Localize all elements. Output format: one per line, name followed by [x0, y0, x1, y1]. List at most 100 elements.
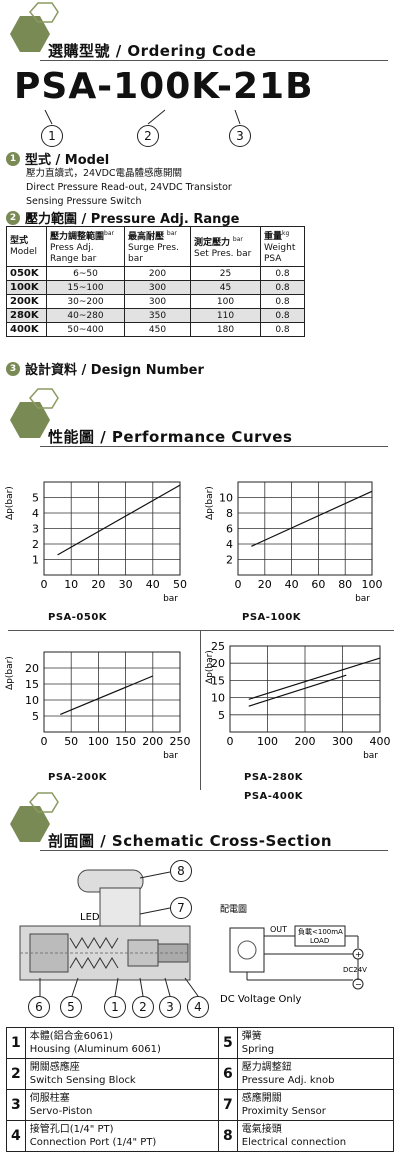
plot-frame [43, 651, 181, 733]
y-axis-label: Δp(bar) [205, 650, 215, 684]
minus-label: − [355, 980, 362, 989]
col-surge: 最高耐壓 bar Surge Pres. bar [124, 226, 191, 267]
model-heading: 1 型式 / Model [6, 149, 109, 168]
table-row: 1 本體(鋁合金6061) Housing (Aluminum 6061) 5 彈簧 S… [6, 1027, 395, 1059]
x-axis-label: bar [163, 751, 178, 761]
y-axis-label: Δp(bar) [5, 486, 15, 520]
load-label-en: LOAD [310, 937, 329, 945]
plot-frame [237, 481, 373, 576]
chart-svg: 0 10 20 30 40 50 1 2 3 4 5 bar Δp(bar) [5, 481, 187, 604]
y-tick-label: 2 [32, 538, 39, 551]
x-tick-label: 10 [64, 578, 78, 591]
performance-header: 性能圖 / Performance Curves [0, 386, 400, 450]
panel-divider [8, 630, 394, 631]
x-tick-label: 50 [173, 578, 187, 591]
panel-divider [200, 630, 201, 790]
plot-frame [43, 481, 181, 576]
ordering-header: 選購型號 / Ordering Code [0, 0, 400, 64]
table-row: 050K 6~50 200 25 0.8 [6, 266, 305, 281]
parts-table: 1 本體(鋁合金6061) Housing (Aluminum 6061) 5 彈簧 S… [6, 1027, 395, 1152]
hexagon-icon [10, 2, 59, 52]
series-line [248, 657, 381, 700]
x-tick-label: 150 [115, 735, 136, 748]
x-tick-label: 20 [91, 578, 105, 591]
wiring-title: 配電圖 [220, 904, 247, 915]
y-tick-label: 1 [32, 554, 39, 567]
y-tick-label: 4 [32, 507, 39, 520]
table-row: 400K 50~400 450 180 0.8 [6, 322, 305, 337]
table-row: 200K 30~200 300 100 0.8 [6, 294, 305, 309]
sensor-box [229, 927, 265, 973]
table-row: 3 伺服柱塞 Servo-Piston 7 感應開關 Proximity Sensor [6, 1089, 395, 1121]
col-range: 壓力調整範圍bar Press Adj. Range bar [46, 226, 125, 267]
series-line [251, 490, 373, 547]
y-tick-label: 5 [32, 492, 39, 505]
y-axis-label: Δp(bar) [205, 486, 215, 520]
chart-psa-050k: 0 10 20 30 40 50 1 2 3 4 5 bar Δp(bar) [0, 460, 200, 624]
callout-8: 8 [170, 860, 192, 882]
y-tick-label: 4 [226, 538, 233, 551]
x-tick-label: 50 [64, 735, 78, 748]
marker-3: 3 [229, 125, 251, 147]
table-row: 100K 15~100 300 45 0.8 [6, 280, 305, 295]
chart-svg: 0 50 100 150 200 250 5 10 15 20 bar Δp(bar) [5, 651, 191, 761]
dc-label: DC24V [343, 966, 367, 974]
y-tick-label: 5 [32, 710, 39, 723]
load-label-zh: 負載<100mA [298, 927, 343, 936]
y-tick-label: 15 [211, 674, 225, 687]
number-badge: 1 [6, 151, 20, 166]
chart-psa-280k-400k: 0 100 200 300 400 5 10 15 20 25 bar Δp(bar) [200, 632, 400, 781]
chart-label: PSA-100K [242, 612, 302, 623]
callout-5: 5 [60, 996, 82, 1018]
x-tick-label: 0 [235, 578, 242, 591]
x-tick-label: 80 [338, 578, 352, 591]
y-tick-label: 10 [25, 694, 39, 707]
col-model: 型式 Model [6, 226, 47, 267]
number-badge: 3 [6, 361, 20, 376]
cross-section-drawing: LED [19, 869, 199, 997]
chart-svg: 0 100 200 300 400 5 10 15 20 25 bar Δp(bar) [205, 640, 391, 761]
col-weight: 重量kg Weight PSA [260, 226, 305, 267]
table-header-row: 型式 Model 壓力調整範圍bar Press Adj. Range bar 最高… [6, 226, 305, 267]
hexagon-icon [10, 388, 59, 438]
model-desc-1: 壓力直讀式，24VDC電晶體感應開關 [26, 168, 183, 179]
y-tick-label: 5 [218, 709, 225, 722]
callout-pointers [39, 871, 199, 997]
x-tick-label: 20 [258, 578, 272, 591]
y-tick-label: 3 [32, 523, 39, 536]
x-tick-label: 0 [41, 735, 48, 748]
x-axis-label: bar [163, 594, 178, 604]
range-heading: 2 壓力範圍 / Pressure Adj. Range [6, 208, 240, 227]
chart-psa-200k: 0 50 100 150 200 250 5 10 15 20 bar Δp(bar) [0, 632, 200, 781]
y-tick-label: 8 [226, 507, 233, 520]
section-divider [40, 60, 388, 61]
model-desc-2: Direct Pressure Read-out, 24VDC Transist… [26, 182, 232, 193]
model-desc-3: Sensing Pressure Switch [26, 196, 142, 207]
chart-svg: 0 20 40 60 80 100 2 4 6 8 10 bar Δp(bar) [205, 481, 383, 604]
table-row: 280K 40~280 350 110 0.8 [6, 308, 305, 323]
callout-2: 2 [132, 996, 154, 1018]
table-row: 2 開關感應座 Switch Sensing Block 6 壓力調整鈕 Pressur… [6, 1058, 395, 1090]
y-tick-label: 10 [211, 692, 225, 705]
x-tick-label: 100 [257, 735, 278, 748]
callout-7: 7 [170, 897, 192, 919]
y-tick-label: 2 [226, 554, 233, 567]
pressure-range-table: 型式 Model 壓力調整範圍bar Press Adj. Range bar 最高… [6, 226, 305, 337]
x-tick-label: 100 [362, 578, 383, 591]
schematic-header: 剖面圖 / Schematic Cross-Section [0, 790, 400, 854]
out-label: OUT [270, 925, 287, 934]
wiring-diagram: 配電圖 OUT 負載<100mA LOAD + DC24V − DC Volta… [220, 904, 367, 1005]
chart-psa-100k: 0 20 40 60 80 100 2 4 6 8 10 bar Δp(bar) [200, 460, 400, 624]
chart-label: PSA-200K [48, 772, 108, 783]
range-heading-text: 壓力範圍 / Pressure Adj. Range [25, 212, 240, 227]
y-tick-label: 20 [211, 657, 225, 670]
marker-2: 2 [137, 125, 159, 147]
hexagon-icon [10, 792, 59, 842]
x-axis-label: bar [355, 594, 370, 604]
x-axis-label: bar [363, 751, 378, 761]
model-heading-text: 型式 / Model [25, 153, 110, 168]
minus-terminal-icon [352, 978, 364, 990]
y-tick-label: 10 [219, 492, 233, 505]
led-label: LED [80, 912, 100, 923]
x-tick-label: 250 [170, 735, 191, 748]
